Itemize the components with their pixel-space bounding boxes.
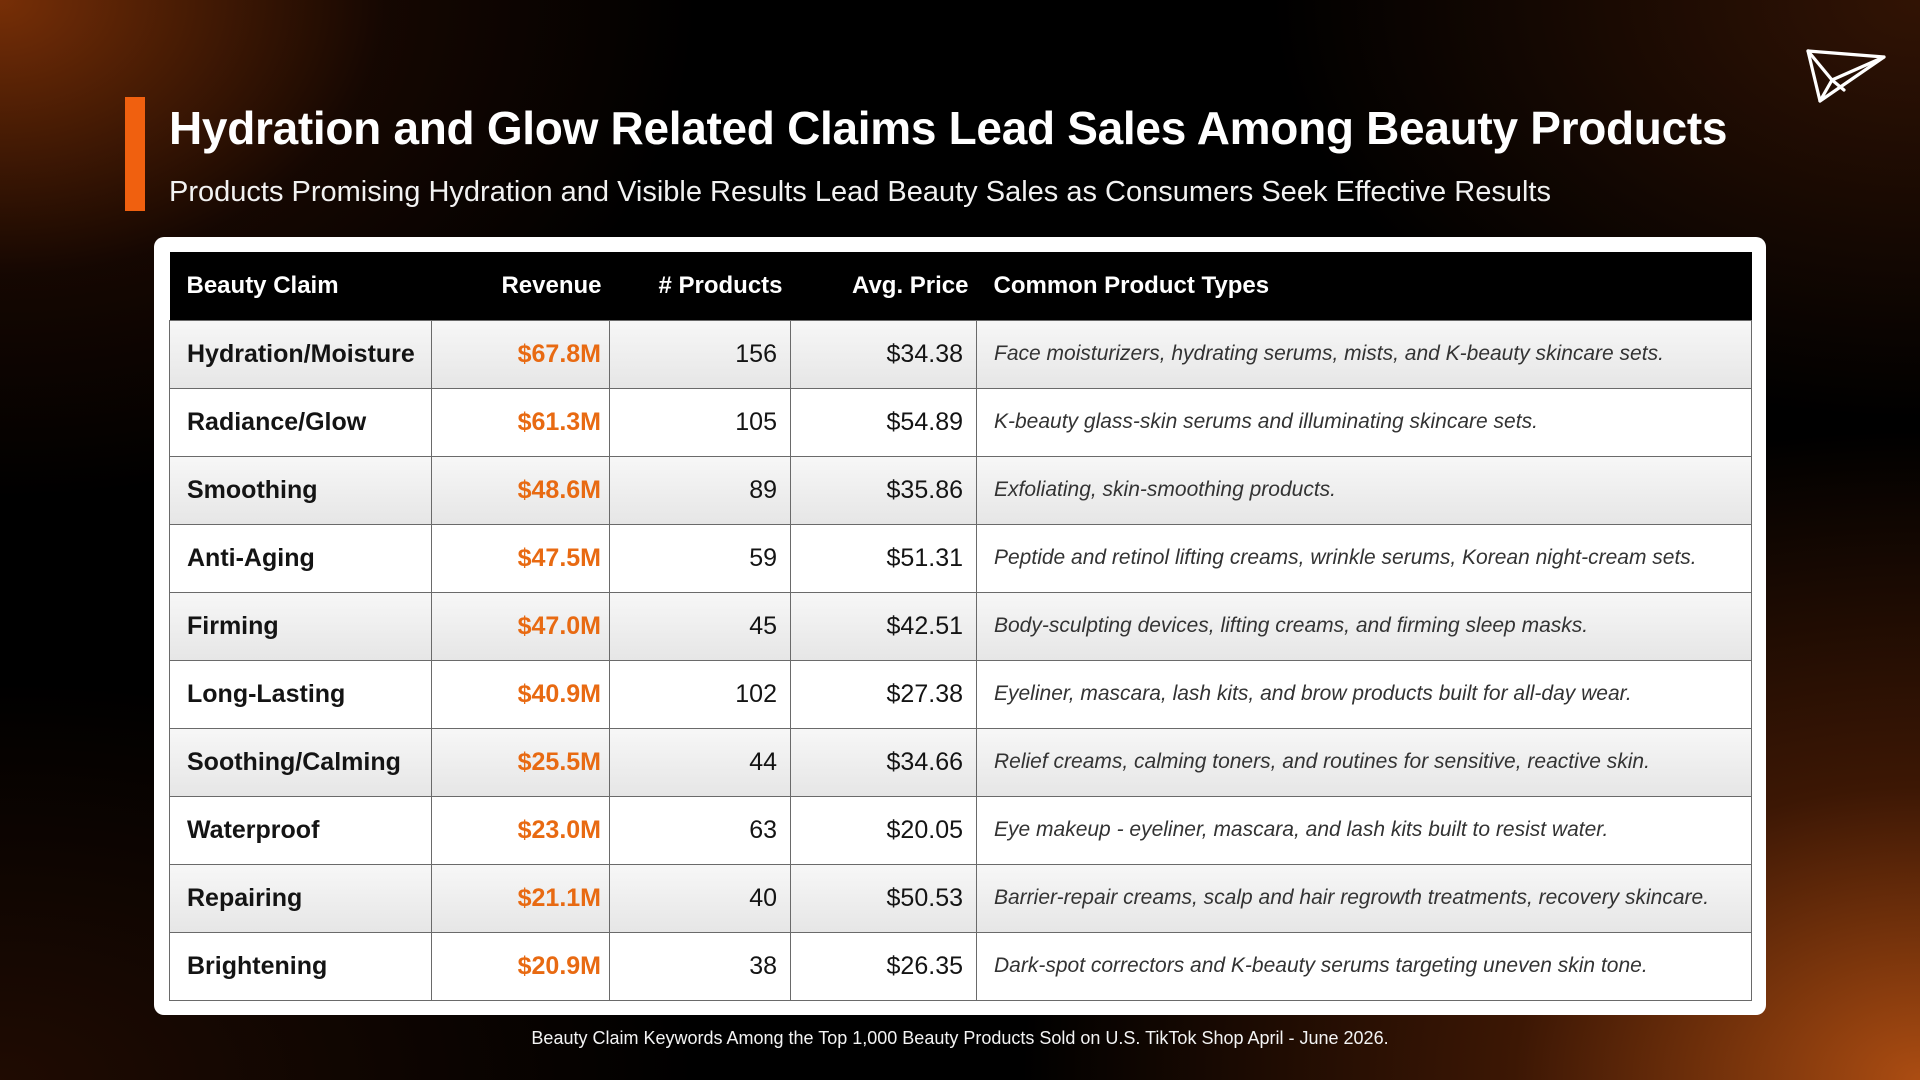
- product-types-cell: Peptide and retinol lifting creams, wrin…: [976, 523, 1752, 593]
- claim-cell: Hydration/Moisture: [169, 319, 432, 389]
- avg-price-cell: $27.38: [790, 659, 977, 729]
- products-count-cell: 102: [609, 659, 791, 729]
- product-types-cell: Eyeliner, mascara, lash kits, and brow p…: [976, 659, 1752, 729]
- column-header-beauty-claim: Beauty Claim: [186, 271, 339, 299]
- product-types-cell: Body-sculpting devices, lifting creams, …: [976, 591, 1752, 661]
- table-row: Radiance/Glow $61.3M 105 $54.89 K-beauty…: [169, 387, 1752, 457]
- products-count-cell: 40: [609, 863, 791, 933]
- beauty-claims-table: Beauty Claim Revenue # Products Avg. Pri…: [169, 252, 1752, 1001]
- revenue-cell: $20.9M: [431, 931, 610, 1001]
- avg-price-cell: $34.66: [790, 727, 977, 797]
- products-count-cell: 156: [609, 319, 791, 389]
- page-subtitle: Products Promising Hydration and Visible…: [169, 176, 1551, 208]
- table-header-row: Beauty Claim Revenue # Products Avg. Pri…: [169, 252, 1752, 320]
- page-title: Hydration and Glow Related Claims Lead S…: [169, 102, 1728, 154]
- revenue-cell: $21.1M: [431, 863, 610, 933]
- table-row: Repairing $21.1M 40 $50.53 Barrier-repai…: [169, 863, 1752, 933]
- avg-price-cell: $35.86: [790, 455, 977, 525]
- revenue-cell: $67.8M: [431, 319, 610, 389]
- column-header-revenue: Revenue: [501, 271, 602, 299]
- table-row: Firming $47.0M 45 $42.51 Body-sculpting …: [169, 591, 1752, 661]
- products-count-cell: 63: [609, 795, 791, 865]
- column-header-avg-price: Avg. Price: [852, 271, 969, 299]
- column-header-products: # Products: [658, 271, 783, 299]
- claim-cell: Waterproof: [169, 795, 432, 865]
- revenue-cell: $48.6M: [431, 455, 610, 525]
- revenue-cell: $23.0M: [431, 795, 610, 865]
- revenue-cell: $25.5M: [431, 727, 610, 797]
- claim-cell: Repairing: [169, 863, 432, 933]
- products-count-cell: 38: [609, 931, 791, 1001]
- table-row: Hydration/Moisture $67.8M 156 $34.38 Fac…: [169, 319, 1752, 389]
- revenue-cell: $40.9M: [431, 659, 610, 729]
- claim-cell: Radiance/Glow: [169, 387, 432, 457]
- title-accent-bar: [125, 97, 145, 211]
- paper-plane-icon: [1806, 49, 1886, 103]
- table-row: Brightening $20.9M 38 $26.35 Dark-spot c…: [169, 931, 1752, 1001]
- column-header-product-types: Common Product Types: [993, 271, 1270, 299]
- avg-price-cell: $26.35: [790, 931, 977, 1001]
- revenue-cell: $47.0M: [431, 591, 610, 661]
- avg-price-cell: $54.89: [790, 387, 977, 457]
- claim-cell: Firming: [169, 591, 432, 661]
- claim-cell: Anti-Aging: [169, 523, 432, 593]
- product-types-cell: Exfoliating, skin-smoothing products.: [976, 455, 1752, 525]
- product-types-cell: Dark-spot correctors and K-beauty serums…: [976, 931, 1752, 1001]
- revenue-cell: $47.5M: [431, 523, 610, 593]
- product-types-cell: Face moisturizers, hydrating serums, mis…: [976, 319, 1752, 389]
- avg-price-cell: $42.51: [790, 591, 977, 661]
- product-types-cell: Eye makeup - eyeliner, mascara, and lash…: [976, 795, 1752, 865]
- table-card: Beauty Claim Revenue # Products Avg. Pri…: [154, 237, 1766, 1015]
- avg-price-cell: $51.31: [790, 523, 977, 593]
- products-count-cell: 44: [609, 727, 791, 797]
- source-footnote: Beauty Claim Keywords Among the Top 1,00…: [531, 1028, 1389, 1048]
- avg-price-cell: $34.38: [790, 319, 977, 389]
- product-types-cell: Barrier-repair creams, scalp and hair re…: [976, 863, 1752, 933]
- product-types-cell: Relief creams, calming toners, and routi…: [976, 727, 1752, 797]
- products-count-cell: 105: [609, 387, 791, 457]
- table-row: Soothing/Calming $25.5M 44 $34.66 Relief…: [169, 727, 1752, 797]
- claim-cell: Smoothing: [169, 455, 432, 525]
- avg-price-cell: $50.53: [790, 863, 977, 933]
- table-row: Anti-Aging $47.5M 59 $51.31 Peptide and …: [169, 523, 1752, 593]
- products-count-cell: 59: [609, 523, 791, 593]
- table-row: Smoothing $48.6M 89 $35.86 Exfoliating, …: [169, 455, 1752, 525]
- product-types-cell: K-beauty glass-skin serums and illuminat…: [976, 387, 1752, 457]
- claim-cell: Long-Lasting: [169, 659, 432, 729]
- claim-cell: Soothing/Calming: [169, 727, 432, 797]
- table-row: Long-Lasting $40.9M 102 $27.38 Eyeliner,…: [169, 659, 1752, 729]
- avg-price-cell: $20.05: [790, 795, 977, 865]
- table-row: Waterproof $23.0M 63 $20.05 Eye makeup -…: [169, 795, 1752, 865]
- claim-cell: Brightening: [169, 931, 432, 1001]
- products-count-cell: 45: [609, 591, 791, 661]
- revenue-cell: $61.3M: [431, 387, 610, 457]
- products-count-cell: 89: [609, 455, 791, 525]
